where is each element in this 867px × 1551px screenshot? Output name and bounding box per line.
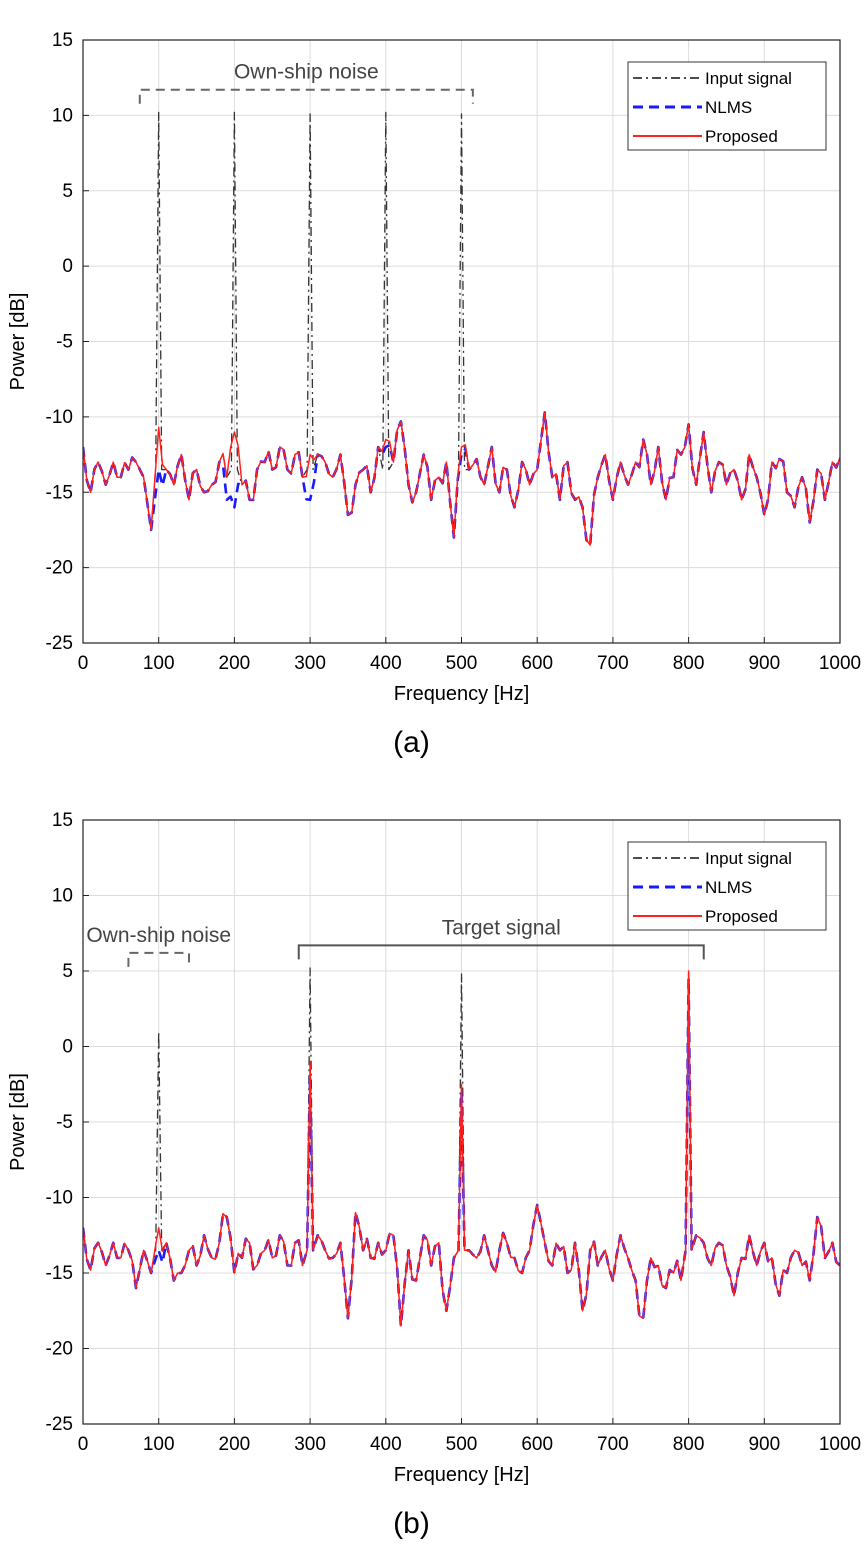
y-tick-label: -20 <box>46 1339 73 1360</box>
legend-label: Input signal <box>705 849 792 868</box>
x-tick-label: 1000 <box>819 1434 861 1455</box>
annotation-bracket <box>138 88 474 104</box>
chart-panel-a: 0 100 200 300 400 500 600 700 800 900 1000 15 10 5 0 -5… <box>7 30 861 759</box>
y-axis-label: Power [dB] <box>7 293 29 391</box>
y-tick-label: -5 <box>56 1112 73 1133</box>
legend-label: NLMS <box>705 98 752 117</box>
chart-panel-b: 0 100 200 300 400 500 600 700 800 900 1000 15 10 5 0 -5… <box>7 810 861 1540</box>
annotation-label: Own-ship noise <box>86 924 231 947</box>
y-tick-label: -15 <box>46 482 73 503</box>
x-tick-label: 1000 <box>819 653 861 674</box>
legend-label: NLMS <box>705 878 752 897</box>
x-tick-label: 200 <box>219 653 251 674</box>
y-tick-label: -10 <box>46 1188 73 1209</box>
y-tick-label: 5 <box>62 181 73 202</box>
y-tick-label: -20 <box>46 558 73 579</box>
annotation-bracket <box>127 951 190 967</box>
y-tick-label: 0 <box>62 256 73 277</box>
legend-label: Input signal <box>705 69 792 88</box>
annotation-label: Target signal <box>442 916 561 939</box>
x-tick-label: 300 <box>294 1434 326 1455</box>
series-group <box>83 111 840 547</box>
x-tick-label: 900 <box>748 653 780 674</box>
y-tick-label: 0 <box>62 1037 73 1058</box>
y-tick-label: -25 <box>46 1414 73 1435</box>
x-tick-label: 400 <box>370 653 402 674</box>
x-tick-label: 300 <box>294 653 326 674</box>
y-tick-label: -15 <box>46 1263 73 1284</box>
y-tick-label: 15 <box>52 30 73 51</box>
x-tick-label: 600 <box>521 653 553 674</box>
y-tick-label: 15 <box>52 810 73 831</box>
annotation-label: Own-ship noise <box>234 61 379 84</box>
x-tick-label: 100 <box>143 1434 175 1455</box>
panel-caption: (b) <box>393 1507 430 1540</box>
y-tick-label: 10 <box>52 105 73 126</box>
legend-label: Proposed <box>705 907 778 926</box>
annotation-bracket <box>297 944 705 960</box>
x-tick-label: 700 <box>597 1434 629 1455</box>
legend-label: Proposed <box>705 127 778 146</box>
x-tick-label: 800 <box>673 653 705 674</box>
series-line-proposed <box>83 970 840 1327</box>
panel-caption: (a) <box>393 726 430 759</box>
x-axis-label: Frequency [Hz] <box>394 683 530 705</box>
x-tick-label: 500 <box>446 1434 478 1455</box>
x-tick-label: 100 <box>143 653 175 674</box>
x-tick-label: 200 <box>219 1434 251 1455</box>
y-tick-label: 10 <box>52 886 73 907</box>
x-tick-label: 900 <box>748 1434 780 1455</box>
x-tick-label: 0 <box>78 653 89 674</box>
x-axis-label: Frequency [Hz] <box>394 1464 530 1486</box>
y-tick-label: -5 <box>56 332 73 353</box>
x-tick-label: 500 <box>446 653 478 674</box>
legend: Input signal NLMS Proposed <box>627 841 827 931</box>
y-tick-label: -25 <box>46 633 73 654</box>
x-tick-label: 800 <box>673 1434 705 1455</box>
x-tick-label: 400 <box>370 1434 402 1455</box>
x-tick-label: 600 <box>521 1434 553 1455</box>
legend: Input signal NLMS Proposed <box>627 61 827 151</box>
x-tick-label: 700 <box>597 653 629 674</box>
y-axis-label: Power [dB] <box>7 1073 29 1171</box>
series-group <box>83 967 840 1328</box>
y-tick-label: 5 <box>62 961 73 982</box>
series-line-proposed <box>83 411 840 546</box>
y-tick-label: -10 <box>46 407 73 428</box>
x-tick-label: 0 <box>78 1434 89 1455</box>
